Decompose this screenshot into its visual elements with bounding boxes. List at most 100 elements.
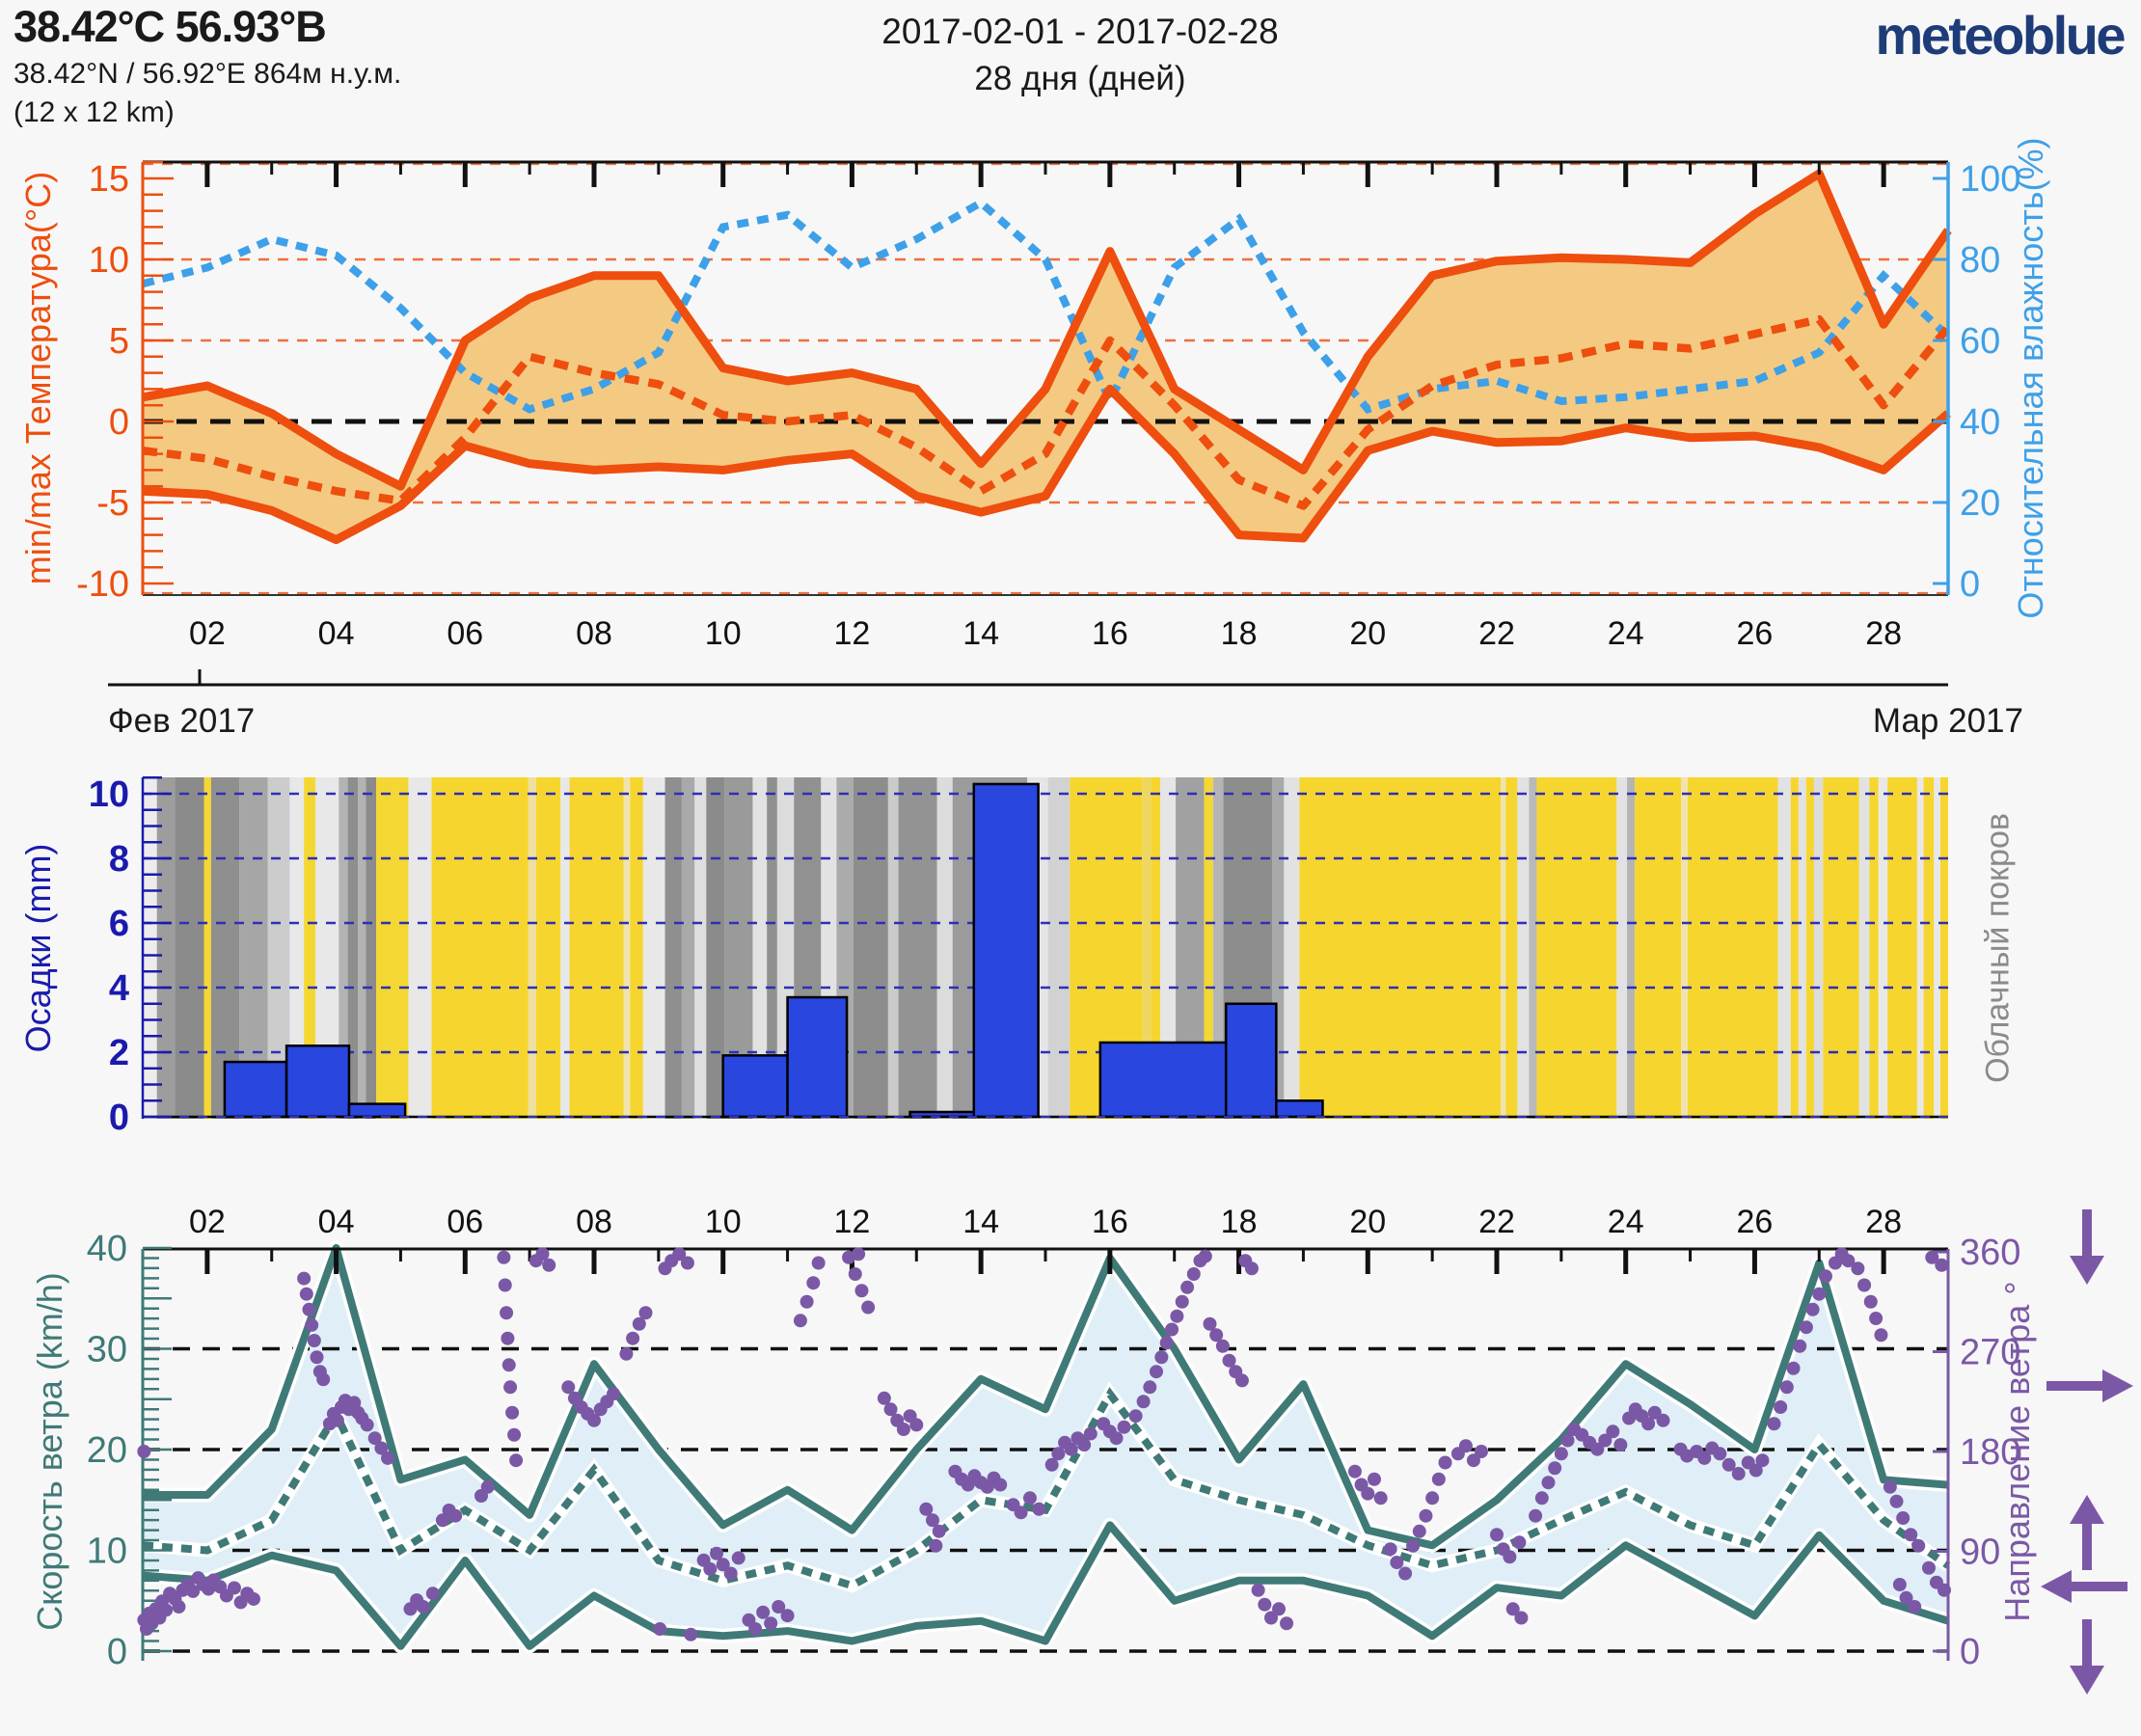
svg-text:06: 06 bbox=[447, 1204, 483, 1240]
cloud-stripe bbox=[569, 777, 624, 1119]
cloud-stripe bbox=[681, 777, 695, 1119]
cloud-stripe bbox=[1047, 777, 1070, 1119]
svg-text:22: 22 bbox=[1478, 1204, 1515, 1240]
grid-resolution: (12 x 12 km) bbox=[14, 96, 175, 128]
svg-text:360: 360 bbox=[1960, 1233, 2020, 1273]
cloud-stripe bbox=[1813, 777, 1824, 1119]
month-label-mar: Мар 2017 bbox=[1872, 702, 2023, 740]
cloud-stripe bbox=[304, 777, 316, 1119]
cloud-stripe bbox=[203, 777, 211, 1119]
svg-text:80: 80 bbox=[1960, 240, 2000, 281]
cloud-stripe bbox=[358, 777, 366, 1119]
svg-text:0: 0 bbox=[1960, 564, 1980, 605]
cloud-stripe bbox=[752, 777, 768, 1119]
precipitation-bar bbox=[223, 1060, 288, 1119]
max-wind-line bbox=[143, 1244, 1949, 1550]
cloud-stripe bbox=[1142, 777, 1152, 1119]
cloud-stripe bbox=[1536, 777, 1617, 1119]
max-temperature-line bbox=[142, 169, 1952, 491]
page-title: 38.42°C 56.93°В bbox=[14, 2, 327, 51]
cloud-stripe bbox=[1160, 777, 1177, 1119]
svg-text:4: 4 bbox=[109, 968, 129, 1009]
humidity-line bbox=[142, 198, 1951, 415]
cloud-stripe bbox=[376, 777, 409, 1119]
cloud-stripe bbox=[560, 777, 570, 1119]
svg-text:-10: -10 bbox=[76, 564, 129, 605]
wind-direction-dots bbox=[137, 1247, 1951, 1641]
cloud-stripe bbox=[887, 777, 899, 1119]
svg-text:20: 20 bbox=[1960, 483, 2000, 524]
svg-text:100: 100 bbox=[1960, 159, 2020, 200]
svg-text:5: 5 bbox=[109, 321, 129, 362]
cloud-stripe bbox=[143, 777, 157, 1119]
wind-direction-axis-label: Направление ветра ° bbox=[1997, 1281, 2037, 1622]
arrow-down-icon bbox=[2070, 1209, 2104, 1285]
arrow-up-icon bbox=[2070, 1495, 2104, 1570]
svg-text:10: 10 bbox=[705, 1204, 742, 1240]
cloud-stripe bbox=[267, 777, 290, 1119]
cloud-stripe bbox=[623, 777, 631, 1119]
cloud-stripe bbox=[408, 777, 432, 1119]
cloud-stripe bbox=[1805, 777, 1814, 1119]
cloud-stripe bbox=[664, 777, 682, 1119]
svg-text:180: 180 bbox=[1960, 1432, 2020, 1473]
month-timeline bbox=[108, 669, 1948, 687]
precipitation-bar bbox=[285, 1044, 351, 1119]
cloud-stripe bbox=[1501, 777, 1506, 1119]
cloud-stripe bbox=[1687, 777, 1778, 1119]
cloud-stripe bbox=[366, 777, 377, 1119]
cloud-stripe bbox=[1151, 777, 1161, 1119]
svg-text:22: 22 bbox=[1478, 615, 1515, 652]
cloudcover-axis-label: Облачный покров bbox=[1979, 813, 2017, 1083]
cloud-stripe bbox=[767, 777, 777, 1119]
precipitation-axis-label: Осадки (mm) bbox=[18, 843, 58, 1053]
svg-text:0: 0 bbox=[1960, 1632, 1980, 1672]
cloud-stripe bbox=[1790, 777, 1799, 1119]
svg-text:02: 02 bbox=[189, 615, 226, 652]
svg-text:28: 28 bbox=[1865, 1204, 1902, 1240]
precipitation-bar bbox=[347, 1102, 407, 1119]
precipitation-bar bbox=[786, 995, 849, 1119]
cloud-stripe bbox=[694, 777, 707, 1119]
svg-text:10: 10 bbox=[89, 774, 129, 815]
svg-text:04: 04 bbox=[318, 1204, 355, 1240]
cloud-stripe bbox=[1916, 777, 1924, 1119]
cloud-stripe bbox=[1212, 777, 1224, 1119]
cloud-stripe bbox=[936, 777, 953, 1119]
cloud-stripe bbox=[1529, 777, 1537, 1119]
svg-text:12: 12 bbox=[834, 615, 871, 652]
svg-text:28: 28 bbox=[1865, 615, 1902, 652]
cloud-stripe bbox=[289, 777, 305, 1119]
svg-text:24: 24 bbox=[1608, 1204, 1644, 1240]
svg-text:270: 270 bbox=[1960, 1333, 2020, 1373]
cloud-stripe bbox=[1869, 777, 1879, 1119]
svg-text:0: 0 bbox=[109, 1098, 129, 1138]
precipitation-bar bbox=[721, 1054, 789, 1119]
cloud-stripe bbox=[1858, 777, 1870, 1119]
temperature-band bbox=[143, 174, 1948, 540]
svg-text:2: 2 bbox=[109, 1033, 129, 1073]
coordinates-elevation: 38.42°N / 56.92°E 864м н.у.м. bbox=[14, 58, 402, 90]
svg-text:90: 90 bbox=[1960, 1533, 2000, 1573]
svg-text:08: 08 bbox=[576, 1204, 612, 1240]
svg-text:20: 20 bbox=[87, 1430, 127, 1471]
svg-text:30: 30 bbox=[87, 1330, 127, 1370]
svg-text:18: 18 bbox=[1221, 1204, 1258, 1240]
svg-text:16: 16 bbox=[1092, 1204, 1128, 1240]
cloud-stripe bbox=[347, 777, 359, 1119]
min-temperature-line bbox=[142, 384, 1951, 545]
svg-text:26: 26 bbox=[1737, 1204, 1774, 1240]
svg-text:15: 15 bbox=[89, 159, 129, 200]
cloud-stripe bbox=[1823, 777, 1859, 1119]
precipitation-bar bbox=[1098, 1041, 1228, 1119]
cloud-stripe bbox=[706, 777, 725, 1119]
svg-text:0: 0 bbox=[107, 1632, 127, 1672]
cloud-stripe bbox=[528, 777, 536, 1119]
temperature-axis-label: min/max Температура(°C) bbox=[18, 171, 58, 585]
cloud-stripe bbox=[339, 777, 348, 1119]
precipitation-bar bbox=[1275, 1099, 1324, 1119]
humidity-axis-label: Относительная влажность(%) bbox=[2011, 137, 2050, 619]
cloud-stripe bbox=[853, 777, 888, 1119]
duration-label: 28 дня (дней) bbox=[974, 60, 1186, 97]
arrow-down-icon bbox=[2070, 1619, 2104, 1695]
